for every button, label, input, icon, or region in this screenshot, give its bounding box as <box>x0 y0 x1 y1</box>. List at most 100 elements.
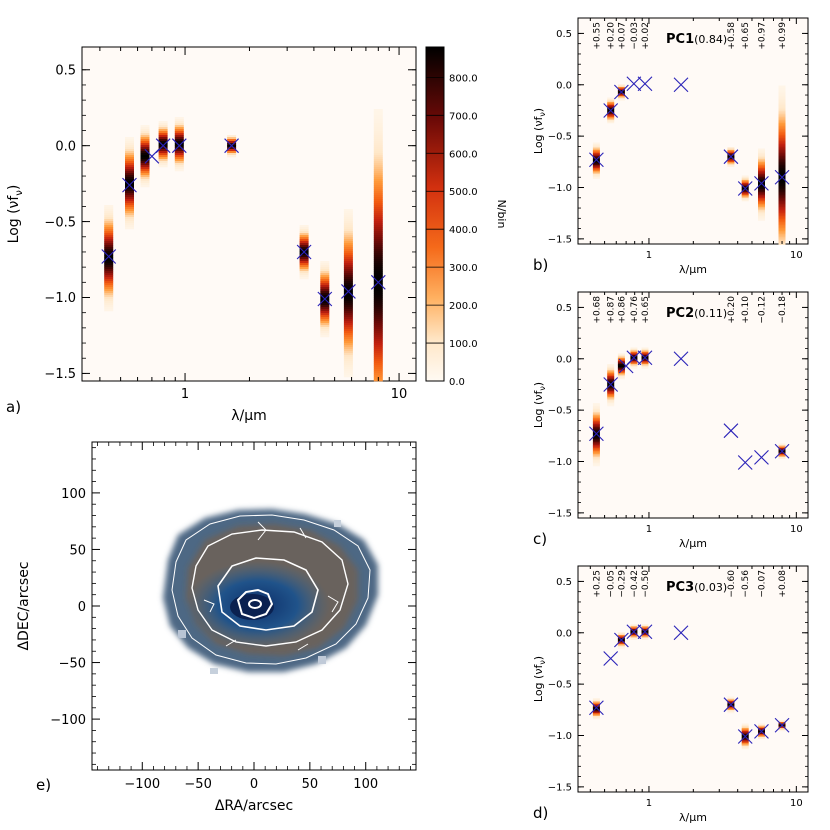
pc-coefficient: +0.07 <box>617 22 627 50</box>
density-cell <box>320 307 330 310</box>
density-cell <box>778 180 786 182</box>
density-cell <box>140 183 150 186</box>
density-cell <box>592 409 600 411</box>
density-cell <box>299 227 309 230</box>
density-cell <box>630 361 638 363</box>
density-cell <box>758 159 765 161</box>
pc-coefficient: +0.65 <box>741 22 751 50</box>
density-cell <box>125 165 134 168</box>
y-tick-label: −1.5 <box>548 508 572 519</box>
density-cell <box>592 463 600 465</box>
density-cell <box>343 363 353 366</box>
x-tick-label: 10 <box>790 524 803 535</box>
density-cell <box>778 172 786 175</box>
density-cell <box>617 638 625 640</box>
density-cell <box>592 165 600 167</box>
density-cell <box>617 88 625 91</box>
density-cell <box>617 642 625 645</box>
density-cell <box>125 187 134 190</box>
density-cell <box>758 165 765 167</box>
density-cell <box>299 243 309 246</box>
density-cell <box>778 219 786 221</box>
density-cell <box>104 207 114 210</box>
y-tick-label: −1.0 <box>548 731 572 742</box>
density-cell <box>758 219 765 221</box>
density-cell <box>140 151 150 154</box>
sed-marker <box>589 426 604 442</box>
density-cell <box>758 216 765 218</box>
density-cell <box>778 148 786 151</box>
density-cell <box>125 177 134 180</box>
density-cell <box>343 211 353 214</box>
density-cell <box>641 353 649 356</box>
density-cell <box>592 451 600 453</box>
density-cell <box>227 151 237 154</box>
density-cell <box>758 204 765 206</box>
density-cell <box>778 181 786 184</box>
density-cell <box>778 129 786 131</box>
density-cell <box>343 321 353 324</box>
density-cell <box>320 285 330 288</box>
density-cell <box>343 283 353 286</box>
density-cell <box>373 333 383 336</box>
density-cell <box>373 337 383 340</box>
density-cell <box>630 627 638 630</box>
density-cell <box>227 139 237 142</box>
density-cell <box>778 446 786 449</box>
density-cell <box>778 112 786 115</box>
density-cell <box>630 362 638 365</box>
density-cell <box>778 138 786 140</box>
density-cell <box>778 174 786 176</box>
density-cell <box>758 148 765 151</box>
density-cell <box>125 211 134 214</box>
density-cell <box>630 358 638 360</box>
density-cell <box>373 297 383 300</box>
density-cell <box>373 195 383 198</box>
density-cell <box>104 217 114 220</box>
density-cell <box>373 131 383 134</box>
sed-marker <box>341 284 356 299</box>
density-cell <box>778 105 786 107</box>
density-cell <box>373 199 383 202</box>
density-cell <box>727 147 735 149</box>
density-cell <box>778 121 786 124</box>
density-cell <box>373 241 383 244</box>
density-cell <box>140 125 150 128</box>
density-cell <box>343 253 353 256</box>
colorbar-gradient <box>425 46 445 382</box>
density-cell <box>104 215 114 218</box>
density-cell <box>778 166 786 169</box>
density-cell <box>778 235 786 238</box>
density-cell <box>373 257 383 260</box>
density-cell <box>373 173 383 176</box>
sed-marker <box>673 77 689 93</box>
density-cell <box>778 175 786 178</box>
density-cell <box>778 217 786 220</box>
density-cell <box>617 353 625 356</box>
panel-a-ylabel: Log (νfν) <box>6 185 25 244</box>
density-cell <box>607 364 615 366</box>
sed-marker <box>637 624 653 640</box>
sed-marker <box>603 103 619 118</box>
density-cell <box>592 437 600 440</box>
sed-marker <box>626 76 642 92</box>
density-cell <box>630 633 638 636</box>
density-cell <box>778 91 786 94</box>
density-cell <box>373 177 383 180</box>
density-cell <box>741 181 749 184</box>
density-cell <box>320 269 330 272</box>
density-cell <box>778 139 786 142</box>
density-cell <box>125 201 134 204</box>
density-cell <box>125 167 134 170</box>
density-cell <box>607 371 615 374</box>
density-cell <box>343 255 353 258</box>
y-tick-label: −100 <box>50 713 86 728</box>
density-cell <box>758 205 765 208</box>
density-cell <box>617 633 625 636</box>
density-cell <box>299 235 309 238</box>
y-tick-label: 0.0 <box>556 80 572 91</box>
density-cell <box>592 412 600 414</box>
density-cell <box>607 391 615 393</box>
density-cell <box>778 142 786 145</box>
density-cell <box>592 464 600 467</box>
